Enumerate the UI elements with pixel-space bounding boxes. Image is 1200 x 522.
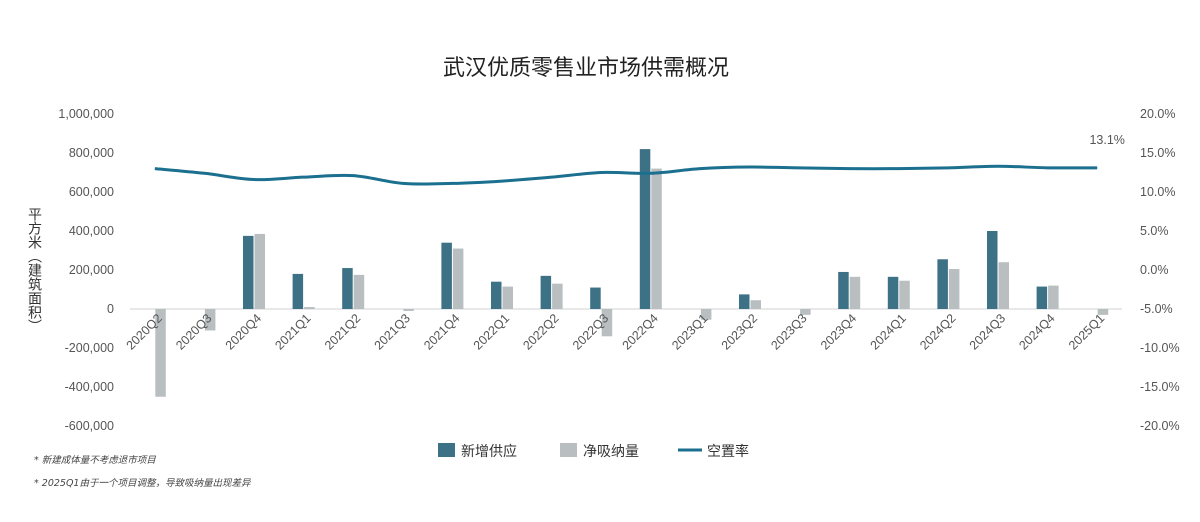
left-tick-label: 400,000 <box>69 224 114 238</box>
right-tick-label: 5.0% <box>1140 224 1169 238</box>
left-tick-label: 600,000 <box>69 185 114 199</box>
right-tick-label: 15.0% <box>1140 146 1175 160</box>
bar-supply <box>987 231 998 309</box>
right-tick-label: -15.0% <box>1140 380 1180 394</box>
x-tick-label: 2024Q1 <box>868 311 909 352</box>
bar-absorption <box>899 280 910 309</box>
bar-absorption <box>948 269 960 309</box>
bar-absorption <box>998 262 1009 309</box>
bars-supply <box>243 149 1048 309</box>
left-tick-label: 0 <box>107 302 114 316</box>
bar-absorption <box>353 274 365 309</box>
bar-supply <box>739 294 750 309</box>
bar-supply <box>292 273 304 309</box>
left-tick-label: -400,000 <box>65 380 114 394</box>
left-tick-label: 800,000 <box>69 146 114 160</box>
x-tick-label: 2023Q3 <box>768 311 809 352</box>
right-axis: 20.0% 15.0% 10.0% 5.0% 0.0% -5.0% -10.0% -15.0%… <box>1140 107 1180 433</box>
vacancy-last-label: 13.1% <box>1089 133 1124 147</box>
legend-swatch-supply <box>438 443 455 457</box>
left-tick-label: -600,000 <box>65 419 114 433</box>
right-tick-label: -5.0% <box>1140 302 1173 316</box>
bar-absorption <box>552 283 563 309</box>
legend-swatch-absorption <box>560 443 577 457</box>
vacancy-line <box>154 164 1098 186</box>
right-tick-label: -20.0% <box>1140 419 1180 433</box>
x-tick-label: 2024Q4 <box>1016 311 1057 352</box>
bar-absorption <box>304 307 315 309</box>
bar-supply <box>243 235 254 309</box>
bar-supply <box>1036 286 1048 309</box>
bar-absorption <box>849 276 861 309</box>
x-tick-label: 2022Q2 <box>520 311 561 352</box>
x-tick-label: 2023Q1 <box>669 311 710 352</box>
bar-absorption <box>800 309 811 315</box>
legend-label-supply: 新增供应 <box>461 443 517 460</box>
right-tick-label: 10.0% <box>1140 185 1175 199</box>
left-tick-label: 200,000 <box>69 263 114 277</box>
bar-absorption <box>750 300 761 309</box>
bar-supply <box>540 275 552 309</box>
x-tick-label: 2020Q3 <box>173 311 214 352</box>
note-1: * 新建成体量不考虑退市项目 <box>34 454 156 466</box>
bars-absorption <box>155 168 1109 397</box>
bar-supply <box>887 276 899 309</box>
left-tick-label: -200,000 <box>65 341 114 355</box>
bar-supply <box>491 281 502 309</box>
y-axis-label: 平方米（建筑面积） <box>26 207 42 333</box>
bar-supply <box>639 149 651 309</box>
x-tick-label: 2022Q1 <box>471 311 512 352</box>
legend-label-vacancy: 空置率 <box>707 443 749 460</box>
bar-absorption <box>254 233 265 309</box>
bar-supply <box>838 271 849 309</box>
bar-absorption <box>651 168 662 309</box>
x-tick-label: 2021Q2 <box>322 311 363 352</box>
bar-absorption <box>1097 309 1109 315</box>
right-tick-label: -10.0% <box>1140 341 1180 355</box>
bar-supply <box>342 268 353 309</box>
bar-absorption <box>155 309 166 397</box>
x-axis: 2020Q2 2020Q3 2020Q4 2021Q1 2021Q2 2021Q3 2021… <box>124 311 1108 352</box>
left-tick-label: 1,000,000 <box>58 107 114 121</box>
chart-title: 武汉优质零售业市场供需概况 <box>443 56 729 81</box>
bar-absorption <box>601 309 613 337</box>
x-tick-label: 2023Q2 <box>719 311 760 352</box>
bar-absorption <box>403 309 414 311</box>
x-tick-label: 2023Q4 <box>818 311 859 352</box>
x-tick-label: 2024Q2 <box>917 311 958 352</box>
bar-absorption <box>452 248 464 309</box>
bar-supply <box>937 259 948 309</box>
x-tick-label: 2024Q3 <box>967 311 1008 352</box>
x-tick-label: 2021Q4 <box>421 311 462 352</box>
legend-label-absorption: 净吸纳量 <box>583 444 639 460</box>
right-tick-label: 0.0% <box>1140 263 1169 277</box>
bar-supply <box>590 287 601 309</box>
vacancy-line-path <box>154 164 1098 186</box>
bar-absorption <box>1048 285 1059 309</box>
right-tick-label: 20.0% <box>1140 107 1175 121</box>
bar-absorption <box>700 309 712 320</box>
x-tick-label: 2020Q4 <box>223 311 264 352</box>
bar-absorption <box>502 286 513 309</box>
bar-supply <box>441 242 452 309</box>
x-tick-label: 2022Q4 <box>620 311 661 352</box>
left-axis: 1,000,000 800,000 600,000 400,000 200,000 0 -2… <box>58 107 114 433</box>
legend: 新增供应 净吸纳量 空置率 <box>438 443 749 460</box>
note-2: * 2025Q1由于一个项目调整，导致吸纳量出现差异 <box>34 478 252 489</box>
bar-absorption <box>204 309 216 331</box>
x-tick-label: 2025Q1 <box>1066 311 1107 352</box>
x-tick-label: 2021Q1 <box>272 311 313 352</box>
x-tick-label: 2021Q3 <box>372 311 413 352</box>
